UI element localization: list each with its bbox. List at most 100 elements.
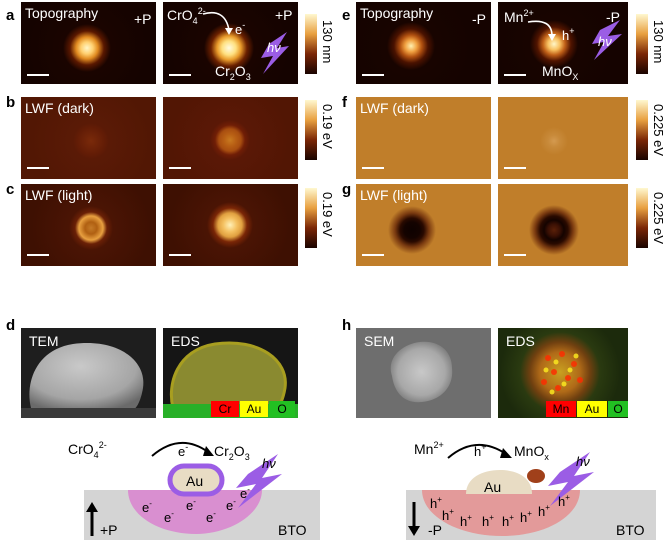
- colorbar-label-lwf-dark-left: 0.19 eV: [320, 104, 335, 149]
- electron-label: e-: [178, 442, 188, 459]
- svg-text:h+: h+: [520, 509, 532, 525]
- hv-label: hν: [267, 40, 281, 55]
- hole-label: h+: [562, 26, 575, 43]
- reaction-arrow: [447, 443, 507, 459]
- mnox-deposit: [527, 469, 545, 483]
- light-bolt-icon: [592, 20, 622, 60]
- topography-panel-right-2: Mn2+ h+ MnOX hν -P: [498, 2, 628, 84]
- polarization-label: -P: [472, 11, 486, 27]
- lwf-light-label: LWF (light): [360, 187, 428, 203]
- mnox-label: MnOX: [542, 63, 578, 82]
- gold-nanoparticle: [167, 463, 225, 497]
- legend-mn: Mn: [546, 401, 576, 417]
- hv-label: hν: [598, 34, 612, 49]
- eds-particle-shape: [171, 343, 286, 410]
- hv-label: hν: [576, 454, 590, 469]
- scale-bar: [169, 254, 191, 256]
- lwf-light-panel-left-1: LWF (light): [21, 184, 156, 266]
- gold-nanoparticle: [466, 470, 532, 494]
- colorbar-label-topography-right: 130 nm: [651, 20, 666, 64]
- legend-au: Au: [577, 401, 607, 417]
- panel-label-a: a: [6, 7, 15, 24]
- lwf-dark-panel-right-1: LWF (dark): [356, 97, 491, 179]
- lwf-dark-panel-right-2: [498, 97, 628, 179]
- chromate-label: CrO42-: [68, 440, 107, 460]
- legend-o: O: [269, 401, 295, 417]
- scale-bar: [27, 74, 49, 76]
- eds-speckle: [541, 351, 583, 395]
- colorbar-lwf-dark-left: [305, 100, 317, 160]
- electron-charges: e- e- e- e- e- e-: [142, 485, 250, 525]
- reaction-arrow: [202, 11, 230, 31]
- cr2o3-label: Cr2O3: [215, 63, 251, 82]
- eds-label: EDS: [506, 333, 535, 349]
- svg-text:h+: h+: [430, 495, 442, 511]
- polarization-label: -P: [428, 522, 442, 538]
- eds-panel-left: EDS Cr Au O: [163, 328, 298, 418]
- scale-bar: [362, 74, 384, 76]
- light-bolt-icon: [548, 452, 594, 506]
- hole-label: h+: [474, 442, 487, 459]
- svg-text:h+: h+: [482, 513, 494, 529]
- scale-bar: [504, 254, 526, 256]
- legend-au: Au: [240, 401, 268, 417]
- panel-label-c: c: [6, 181, 15, 198]
- light-bolt-icon: [236, 454, 282, 508]
- hole-charges: h+ h+ h+ h+ h+ h+ h+ h+: [430, 493, 570, 529]
- lwf-dark-panel-left-2: [163, 97, 298, 179]
- svg-text:h+: h+: [442, 507, 454, 523]
- lwf-light-panel-right-2: [498, 184, 628, 266]
- nanoparticle-shape: [29, 343, 144, 410]
- hole-accumulation-region: [422, 490, 580, 536]
- schematic-right: Au Mn2+ h+ MnOx hν h+ h+ h+ h+ h+ h+ h+ …: [406, 440, 656, 540]
- bto-label: BTO: [278, 522, 307, 538]
- svg-text:h+: h+: [502, 513, 514, 529]
- reaction-arrow: [527, 20, 553, 37]
- mn2-label: Mn2+: [414, 440, 444, 457]
- panel-label-e: e: [342, 7, 351, 24]
- bto-label: BTO: [616, 522, 645, 538]
- sem-panel: SEM: [356, 328, 491, 418]
- colorbar-lwf-light-left: [305, 188, 317, 248]
- scale-bar: [362, 167, 384, 169]
- polarization-label: +P: [134, 11, 152, 27]
- colorbar-label-lwf-light-right: 0.225 eV: [651, 192, 666, 245]
- panel-label-b: b: [6, 94, 16, 111]
- light-bolt-icon: [261, 32, 289, 74]
- lwf-dark-label: LWF (dark): [360, 100, 429, 116]
- svg-text:e-: e-: [142, 499, 152, 515]
- schematic-left: Au CrO42- e- Cr2O3 hν e- e- e- e- e- e- …: [68, 440, 320, 540]
- colorbar-topography-left: [305, 14, 317, 74]
- colorbar-lwf-light-right: [636, 188, 648, 248]
- tem-panel: TEM: [21, 328, 156, 418]
- topography-panel-right-1: Topography -P: [356, 2, 491, 84]
- scale-bar: [27, 167, 49, 169]
- topography-panel-left-2: CrO42- e- Cr2O3 hν +P: [163, 2, 298, 84]
- svg-text:e-: e-: [186, 497, 196, 513]
- lwf-light-label: LWF (light): [25, 187, 93, 203]
- svg-text:h+: h+: [558, 493, 570, 509]
- lwf-dark-label: LWF (dark): [25, 100, 94, 116]
- legend-o: O: [608, 401, 628, 417]
- metal-label: Au: [484, 479, 501, 495]
- mnox-label: MnOx: [514, 443, 549, 462]
- scale-bar: [504, 167, 526, 169]
- scale-bar: [504, 74, 526, 76]
- sem-label: SEM: [364, 333, 395, 349]
- mn2-label: Mn2+: [504, 8, 534, 25]
- tem-label: TEM: [29, 333, 59, 349]
- cr2o3-label: Cr2O3: [214, 443, 250, 462]
- colorbar-lwf-dark-right: [636, 100, 648, 160]
- reaction-overlay: CrO42- e- Cr2O3 hν +P: [167, 6, 293, 82]
- svg-text:h+: h+: [460, 513, 472, 529]
- polarization-label: +P: [275, 7, 293, 23]
- svg-text:e-: e-: [240, 485, 250, 501]
- topography-label: Topography: [25, 5, 99, 21]
- lwf-light-panel-right-1: LWF (light): [356, 184, 491, 266]
- sem-particle-shape: [390, 341, 453, 403]
- panel-label-d: d: [6, 317, 16, 334]
- eds-label: EDS: [171, 333, 200, 349]
- eds-panel-right: EDS Mn Au O: [498, 328, 628, 418]
- hv-label: hν: [262, 456, 276, 471]
- polarization-label: +P: [100, 522, 118, 538]
